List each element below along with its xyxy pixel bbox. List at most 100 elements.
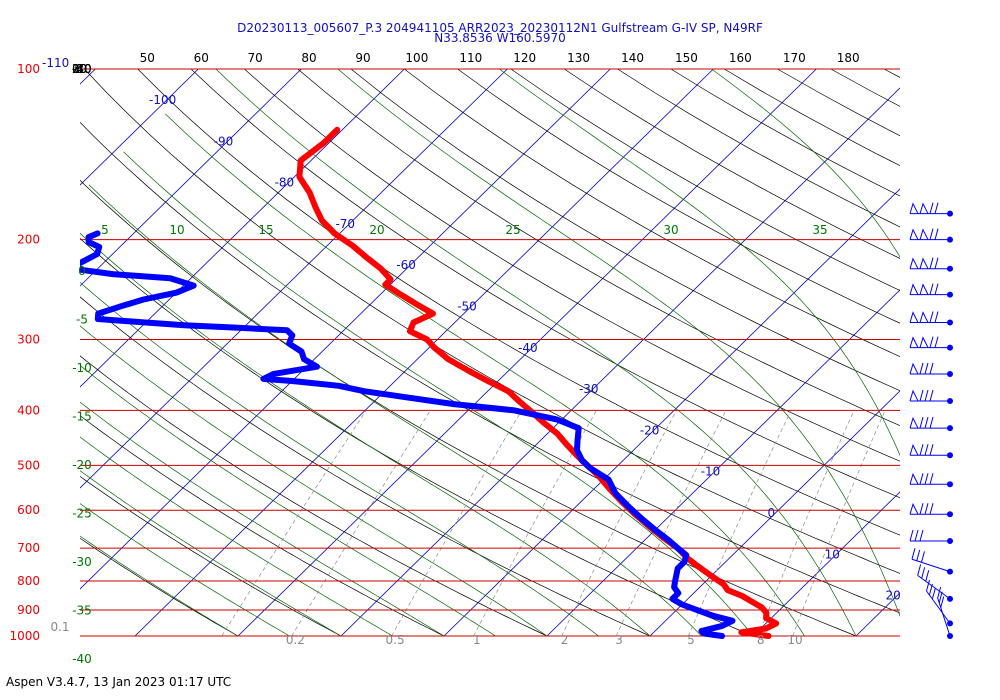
mixing-ratio-label: 0.1 — [50, 620, 69, 634]
moist-adiabat-label: -15 — [72, 410, 92, 424]
dry-adiabat-line — [190, 68, 900, 499]
dry-adiabat-line — [617, 68, 900, 228]
wind-barb-feather — [934, 283, 939, 295]
theta-label: 170 — [783, 51, 806, 65]
dry-adiabat-label: -30 — [72, 62, 92, 76]
dry-adiabat-line — [80, 179, 857, 637]
wind-barb — [909, 202, 953, 217]
moist-adiabat-line — [80, 401, 445, 637]
pressure-label: 600 — [17, 503, 40, 517]
wind-barb-pennant — [909, 472, 919, 485]
wind-barb-feather — [924, 417, 929, 429]
wind-barb-dot — [947, 291, 953, 298]
wind-barb-pennant — [909, 311, 919, 323]
moist-adiabat-label: -30 — [72, 555, 92, 569]
wind-barb-dot — [947, 568, 953, 575]
isotherm-line — [80, 68, 302, 287]
moist-adiabat-line — [80, 535, 239, 637]
dry-adiabat-line — [777, 68, 900, 137]
moist-adiabat-top-label: 30 — [663, 223, 678, 237]
dry-adiabat-line — [883, 68, 900, 78]
wind-barb — [909, 362, 953, 377]
mixing-ratio-label: 0.5 — [386, 633, 405, 647]
moist-adiabat-top-label: 20 — [369, 223, 384, 237]
dry-adiabat-label: -40 — [72, 62, 92, 76]
wind-barb-feather — [924, 473, 929, 485]
wind-barb-feather — [928, 583, 933, 596]
mixing-ratio-label: 10 — [787, 633, 802, 647]
isotherm-label: -10 — [701, 465, 721, 479]
pressure-label: 1000 — [9, 629, 40, 643]
isotherm-label: -80 — [275, 176, 295, 190]
wind-barb — [909, 443, 953, 459]
isotherm-line — [546, 289, 900, 637]
wind-barb-feather — [919, 473, 924, 485]
wind-barb-dot — [947, 452, 953, 459]
pressure-label: 300 — [17, 333, 40, 347]
theta-label: 60 — [194, 51, 209, 65]
theta-label: 90 — [355, 51, 370, 65]
wind-barb — [909, 283, 953, 298]
moist-adiabat-line — [165, 113, 805, 637]
theta-label: 100 — [405, 51, 428, 65]
dry-adiabat-line — [80, 237, 754, 637]
wind-barb-pennant — [909, 228, 919, 240]
isotherm-line — [752, 491, 900, 637]
dry-adiabat-line — [80, 296, 651, 637]
wind-barb — [937, 586, 953, 639]
isotherm-line — [80, 68, 508, 489]
chart-title-line1: D20230113_005607_P.3 204941105 ARR2023_2… — [237, 21, 763, 35]
isotherm-label: -50 — [457, 300, 477, 314]
theta-label: 70 — [247, 51, 262, 65]
wind-barb — [909, 529, 953, 545]
wind-barb-staff — [926, 590, 951, 624]
wind-barb-feather — [938, 591, 943, 603]
isotherm-label: 10 — [825, 547, 840, 561]
wind-barb-dot — [947, 595, 953, 602]
mixing-ratio-label: 2 — [561, 633, 569, 647]
moist-adiabat-line — [499, 68, 900, 457]
mixing-ratio-line — [974, 410, 1000, 636]
moist-adiabat-line — [80, 325, 548, 637]
wind-barb-pennant — [909, 416, 919, 429]
moist-adiabat-label: -5 — [76, 313, 88, 327]
footer-version: Aspen V3.4.7, 13 Jan 2023 01:17 UTC — [6, 675, 232, 689]
mixing-ratio-label: 0.2 — [286, 633, 305, 647]
theta-label: 80 — [301, 51, 316, 65]
wind-barb — [926, 579, 953, 627]
mixing-ratio-label: 1 — [473, 633, 481, 647]
wind-barb-feather — [919, 503, 924, 515]
wind-barb-feather — [924, 362, 929, 375]
wind-barb-feather — [919, 389, 924, 402]
pressure-label: 100 — [17, 62, 40, 76]
dry-adiabat-line — [564, 68, 900, 259]
dry-adiabat-line — [297, 68, 900, 426]
isotherm-line — [237, 68, 817, 637]
isotherm-label: -40 — [518, 341, 538, 355]
wind-barb-feather — [934, 311, 939, 323]
dry-adiabat-label: 10 — [72, 62, 87, 76]
moist-adiabat-line — [123, 151, 754, 637]
wind-barb-feather — [934, 257, 939, 269]
wind-barb-pennant — [909, 202, 919, 214]
isotherm-label: -60 — [396, 258, 416, 272]
pressure-label-extra: -110 — [42, 56, 69, 70]
dry-adiabat-line — [244, 68, 900, 462]
wind-barb-feather — [929, 417, 934, 429]
wind-barb-feather — [929, 228, 934, 240]
wind-barb — [909, 416, 953, 432]
isotherm-line — [80, 68, 405, 388]
mixing-ratio-label: 3 — [615, 633, 623, 647]
wind-barb-dot — [947, 344, 953, 351]
wind-barb-feather — [929, 503, 934, 515]
theta-label: 120 — [513, 51, 536, 65]
dry-adiabat-line — [404, 68, 900, 358]
moist-adiabat-top-label: 35 — [812, 223, 827, 237]
mixing-ratio-line — [221, 410, 367, 637]
wind-barb — [909, 502, 953, 518]
pressure-label: 200 — [17, 233, 40, 247]
wind-barb — [909, 336, 953, 351]
wind-barb-feather — [926, 579, 930, 592]
wind-barb-dot — [947, 397, 953, 404]
